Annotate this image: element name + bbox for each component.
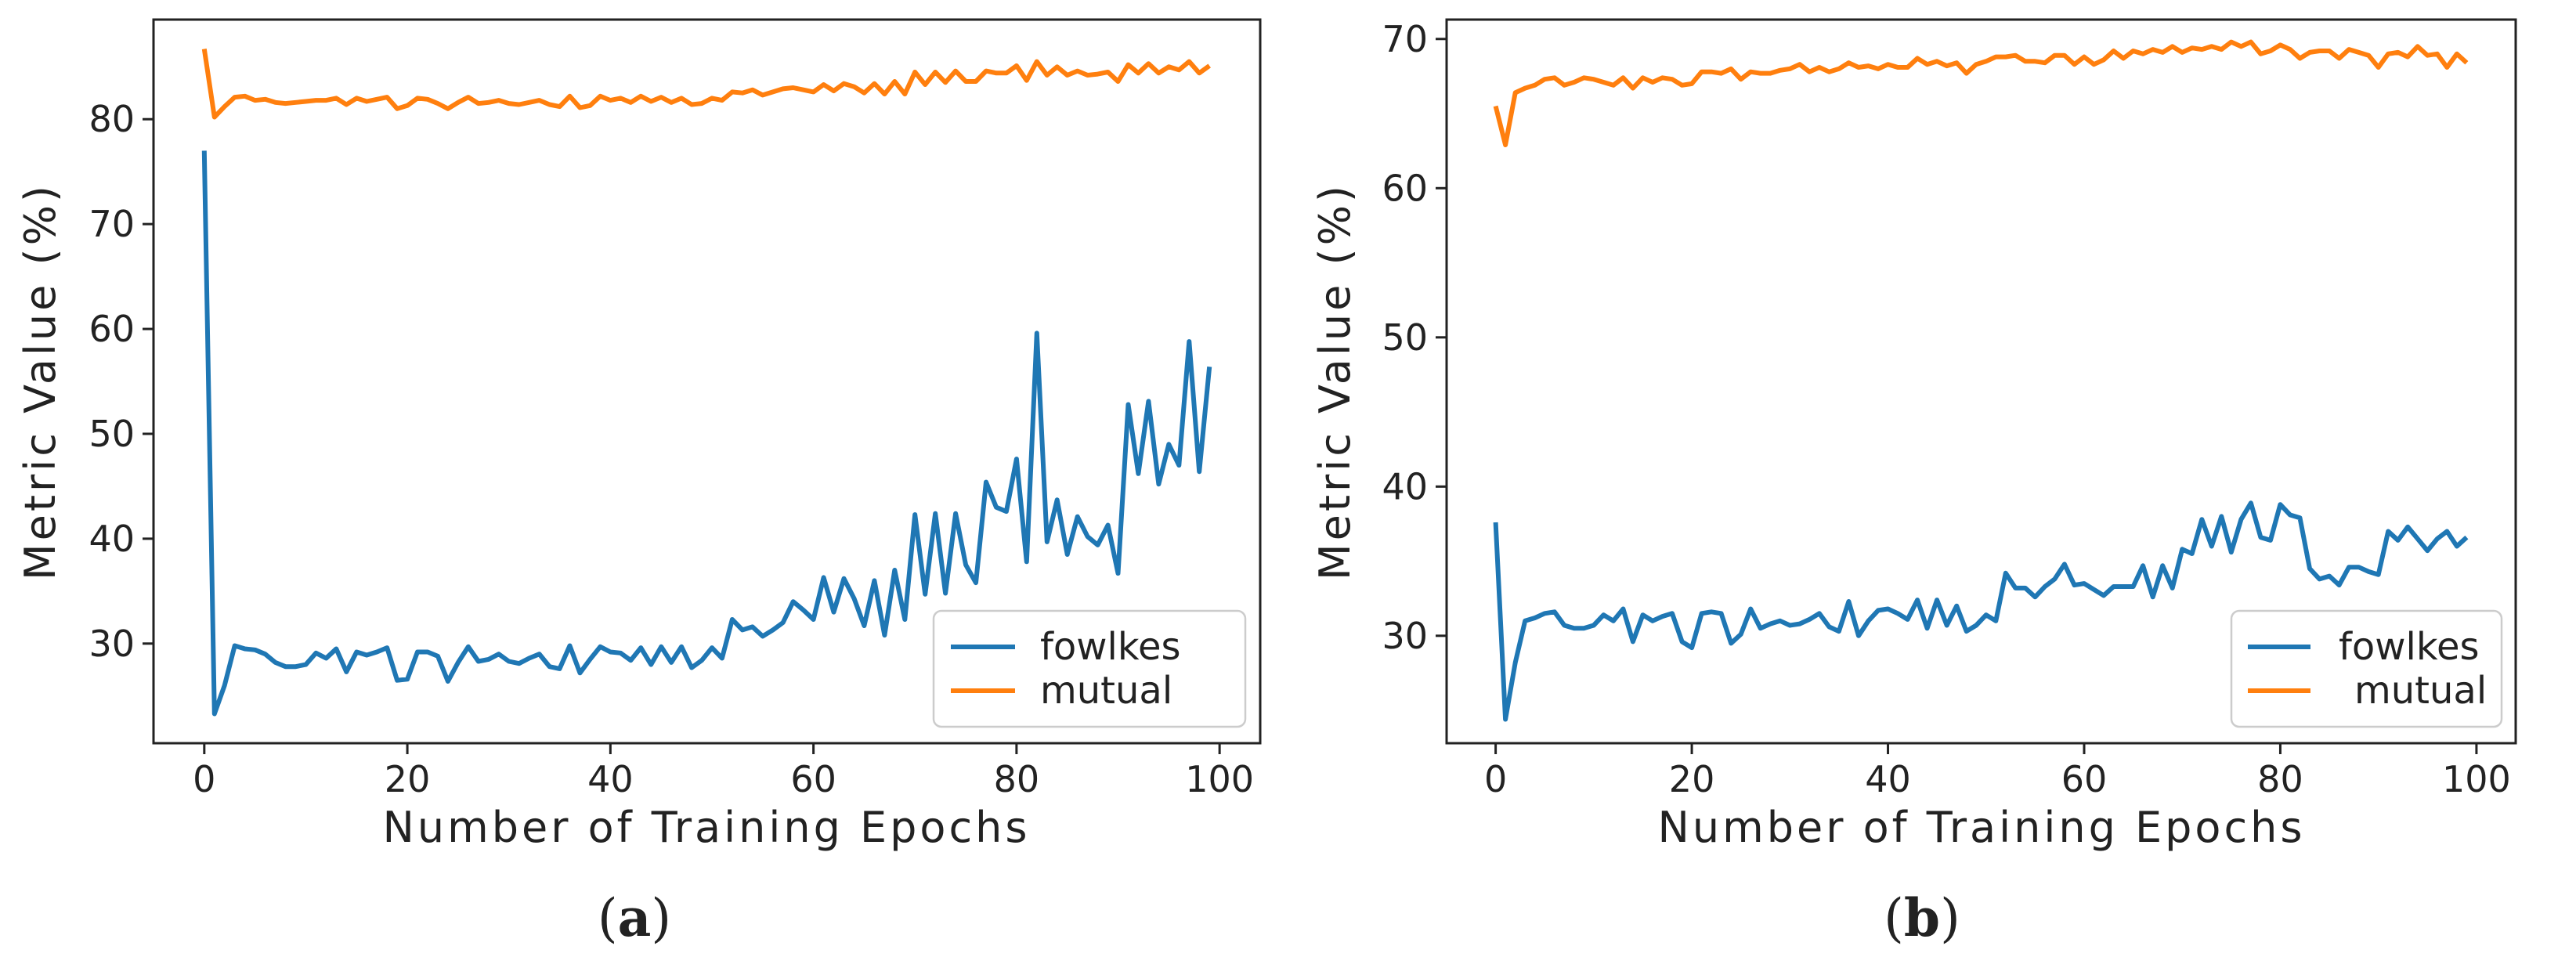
y-tick-label: 40 — [89, 518, 135, 560]
y-axis-label-b: Metric Value (%) — [1310, 182, 1360, 580]
x-axis-b: 0 20 40 60 80 100 — [1484, 743, 2511, 800]
x-tick-label: 40 — [1865, 758, 1911, 800]
x-tick-label: 20 — [385, 758, 431, 800]
x-tick-label: 40 — [587, 758, 634, 800]
legend-label-mutual-b: mutual — [2354, 669, 2487, 713]
x-tick-label: 80 — [2257, 758, 2303, 800]
series-line-mutual — [201, 49, 1211, 120]
y-tick-label: 80 — [89, 98, 135, 140]
x-tick-label: 0 — [1484, 758, 1507, 800]
y-tick-label: 50 — [1382, 316, 1428, 359]
series-a — [201, 49, 1212, 717]
panel-letter-b: b — [1904, 887, 1940, 948]
y-tick-label: 70 — [1382, 18, 1428, 60]
y-tick-label: 50 — [89, 413, 135, 455]
y-tick-label: 30 — [89, 623, 135, 665]
y-axis-b: 30 40 50 60 70 — [1382, 18, 1447, 657]
y-axis-label-a: Metric Value (%) — [16, 182, 65, 580]
plot-frame-a — [152, 18, 1262, 745]
series-line-fowlkes — [1493, 500, 2469, 722]
y-tick-label: 40 — [1382, 465, 1428, 507]
legend-box-b — [2230, 609, 2503, 728]
legend-b: fowlkes mutual — [2230, 609, 2503, 728]
panel-b: 30 40 50 60 70 0 20 40 60 80 100 Number of Traini… — [1310, 18, 2517, 948]
panel-letter-a: a — [618, 887, 652, 948]
x-tick-label: 100 — [1185, 758, 1254, 800]
legend-box-a — [932, 609, 1247, 728]
x-tick-label: 60 — [2061, 758, 2108, 800]
series-b — [1493, 39, 2469, 722]
legend-label-mutual-a: mutual — [1040, 669, 1172, 713]
x-tick-label: 100 — [2442, 758, 2511, 800]
series-line-mutual — [1493, 39, 2469, 147]
plot-frame-b — [1445, 18, 2517, 745]
panel-label-a: (a) — [598, 887, 671, 948]
series-line-fowlkes — [201, 150, 1212, 717]
y-tick-label: 70 — [89, 203, 135, 245]
legend-label-fowlkes-a: fowlkes — [1040, 625, 1180, 669]
y-tick-label: 30 — [1382, 615, 1428, 657]
y-tick-label: 60 — [1382, 167, 1428, 209]
x-tick-label: 60 — [790, 758, 836, 800]
x-axis-a: 0 20 40 60 80 100 — [193, 743, 1254, 800]
legend-a: fowlkes mutual — [932, 609, 1247, 728]
x-axis-label-a: Number of Training Epochs — [382, 803, 1030, 852]
x-tick-label: 0 — [193, 758, 215, 800]
y-tick-label: 60 — [89, 308, 135, 350]
y-axis-a: 30 40 50 60 70 80 — [89, 98, 154, 665]
legend-label-fowlkes-b: fowlkes — [2339, 625, 2479, 669]
x-tick-label: 20 — [1669, 758, 1715, 800]
panel-a: 30 40 50 60 70 80 0 20 40 60 80 100 Number of Trai… — [16, 18, 1262, 948]
x-tick-label: 80 — [994, 758, 1040, 800]
panel-label-b: (b) — [1884, 887, 1960, 948]
x-axis-label-b: Number of Training Epochs — [1657, 803, 2305, 852]
